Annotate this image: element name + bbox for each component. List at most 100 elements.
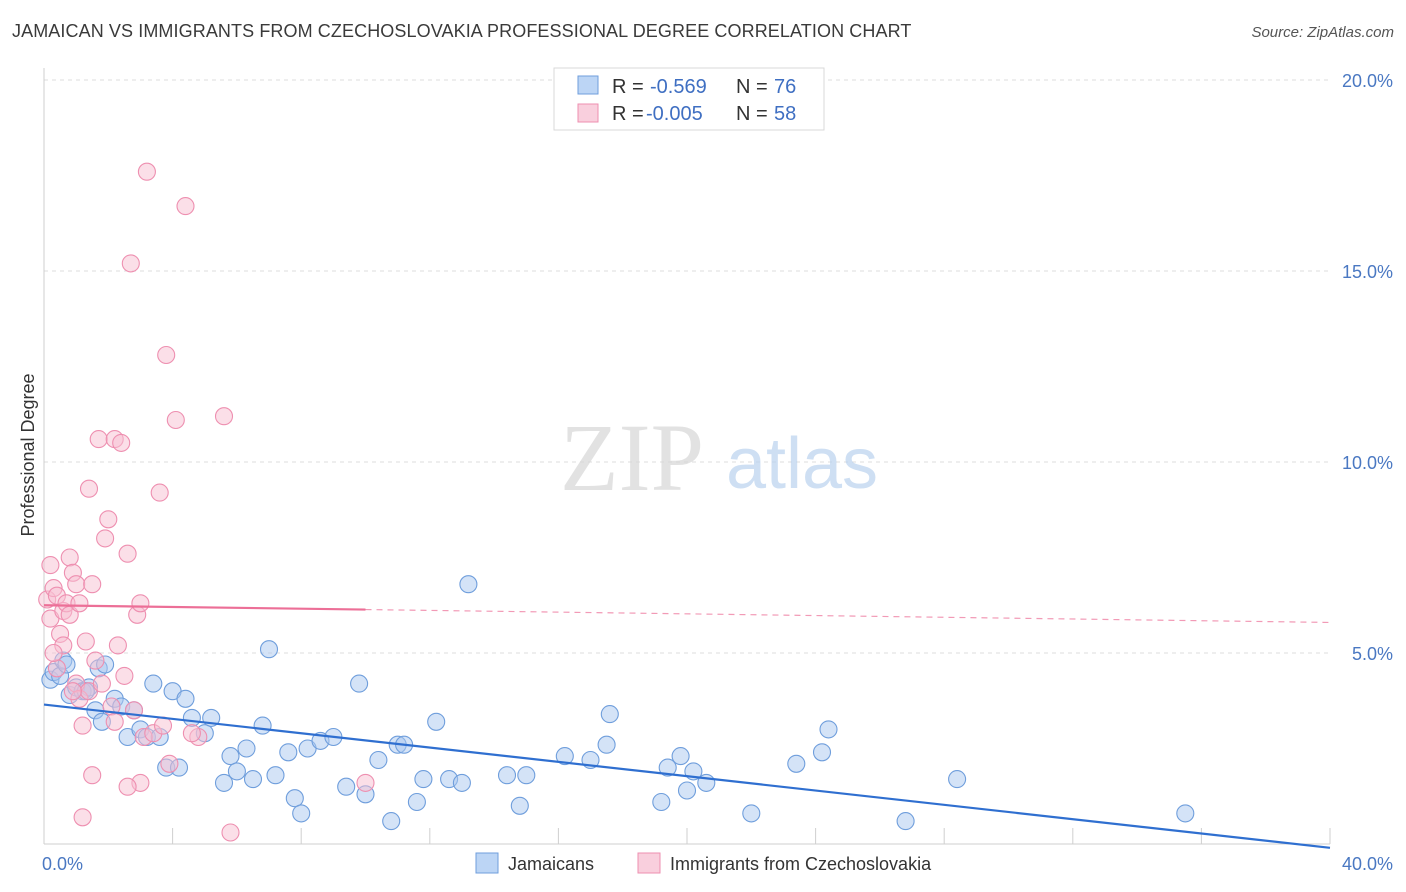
data-point-blue <box>1176 804 1195 823</box>
y-tick-label: 15.0% <box>1342 262 1393 282</box>
data-point-blue <box>677 781 697 800</box>
series-blue <box>41 575 1195 831</box>
data-point-pink <box>131 594 150 613</box>
data-point-pink <box>137 162 156 181</box>
data-point-blue <box>407 792 426 812</box>
stats-n-label-blue: N = <box>736 76 768 98</box>
stats-r-label-blue: R = <box>612 76 644 98</box>
source-label: Source: ZipAtlas.com <box>1251 24 1394 41</box>
data-point-blue <box>176 689 195 708</box>
data-point-blue <box>555 747 574 766</box>
data-point-pink <box>356 773 375 792</box>
data-point-blue <box>214 773 234 792</box>
data-point-pink <box>73 808 92 827</box>
stats-n-value-blue: 76 <box>774 76 796 98</box>
grid-layer <box>44 79 1330 654</box>
data-point-blue <box>658 758 677 777</box>
data-point-blue <box>510 796 529 815</box>
stats-legend: R = -0.569 N = 76 R = -0.005 N = 58 <box>553 67 825 131</box>
y-axis-title: Professional Degree <box>18 373 38 536</box>
data-point-blue <box>292 804 311 823</box>
data-point-pink <box>105 712 124 731</box>
data-point-blue <box>259 640 279 659</box>
data-point-pink <box>182 724 201 743</box>
data-point-blue <box>243 770 263 789</box>
series-legend: Jamaicans Immigrants from Czechoslovakia <box>475 852 932 874</box>
x-tick-label-max: 40.0% <box>1342 854 1393 874</box>
data-point-pink <box>89 430 108 449</box>
axis-layer: 5.0% 10.0% 15.0% 20.0% <box>43 68 1393 845</box>
data-point-pink <box>121 254 140 273</box>
data-point-blue <box>237 739 256 758</box>
data-point-pink <box>70 594 89 613</box>
watermark-atlas: atlas <box>726 424 878 504</box>
data-point-pink <box>176 197 195 216</box>
data-point-pink <box>112 433 131 452</box>
data-point-pink <box>47 659 66 678</box>
data-point-pink <box>166 410 185 430</box>
legend-label-jamaicans: Jamaicans <box>508 854 594 874</box>
data-point-blue <box>182 708 201 727</box>
data-point-pink <box>153 716 173 735</box>
data-point-pink <box>92 674 111 693</box>
data-point-pink <box>44 643 63 663</box>
data-point-blue <box>597 735 616 754</box>
data-point-pink <box>99 510 118 529</box>
stats-legend-frame <box>553 67 825 131</box>
data-point-blue <box>459 575 478 594</box>
data-point-blue <box>227 762 246 781</box>
data-point-blue <box>350 674 369 693</box>
stats-r-value-blue: -0.569 <box>650 76 707 98</box>
data-point-pink <box>157 345 176 365</box>
trend-layer <box>43 604 1331 849</box>
stats-n-label-pink: N = <box>736 103 768 125</box>
trend-line-blue <box>43 703 1331 849</box>
data-point-pink <box>60 548 79 567</box>
data-point-blue <box>427 712 446 731</box>
y-tick-label: 20.0% <box>1342 71 1393 91</box>
data-point-pink <box>118 544 137 563</box>
stats-legend-swatch-blue <box>577 75 599 95</box>
data-point-pink <box>160 754 179 773</box>
data-point-pink <box>63 682 82 701</box>
stats-legend-swatch-pink <box>577 103 599 123</box>
data-point-blue <box>369 750 388 770</box>
points-layer <box>38 162 1195 842</box>
data-point-pink <box>118 777 137 796</box>
data-point-blue <box>819 720 838 739</box>
data-point-blue <box>285 789 304 808</box>
watermark: ZIP atlas <box>560 404 878 511</box>
y-tick-label: 10.0% <box>1342 453 1393 473</box>
series-pink <box>38 162 375 842</box>
data-point-pink <box>73 716 92 735</box>
data-point-pink <box>150 483 169 502</box>
trend-line-pink <box>43 604 366 611</box>
legend-label-czechoslovakia: Immigrants from Czechoslovakia <box>670 854 932 874</box>
data-point-blue <box>497 766 517 785</box>
data-point-blue <box>812 743 832 762</box>
watermark-zip: ZIP <box>560 404 704 511</box>
data-point-blue <box>742 804 761 823</box>
data-point-blue <box>144 674 163 693</box>
data-point-pink <box>83 575 102 594</box>
data-point-pink <box>86 651 105 670</box>
data-point-blue <box>671 747 690 766</box>
data-point-blue <box>266 766 285 785</box>
data-point-pink <box>115 666 134 685</box>
data-point-blue <box>414 770 433 789</box>
data-point-pink <box>221 823 240 842</box>
stats-r-value-pink: -0.005 <box>646 103 703 125</box>
data-point-pink <box>79 479 99 498</box>
data-point-blue <box>896 812 915 831</box>
data-point-blue <box>221 747 240 766</box>
data-point-blue <box>652 792 671 812</box>
stats-r-label-pink: R = <box>612 103 644 125</box>
y-tick-label: 5.0% <box>1352 644 1393 664</box>
stats-n-value-pink: 58 <box>774 103 796 125</box>
data-point-blue <box>337 777 356 796</box>
x-tick-label-min: 0.0% <box>42 854 83 874</box>
data-point-blue <box>948 770 967 789</box>
data-point-pink <box>76 632 95 651</box>
data-point-blue <box>382 812 401 831</box>
